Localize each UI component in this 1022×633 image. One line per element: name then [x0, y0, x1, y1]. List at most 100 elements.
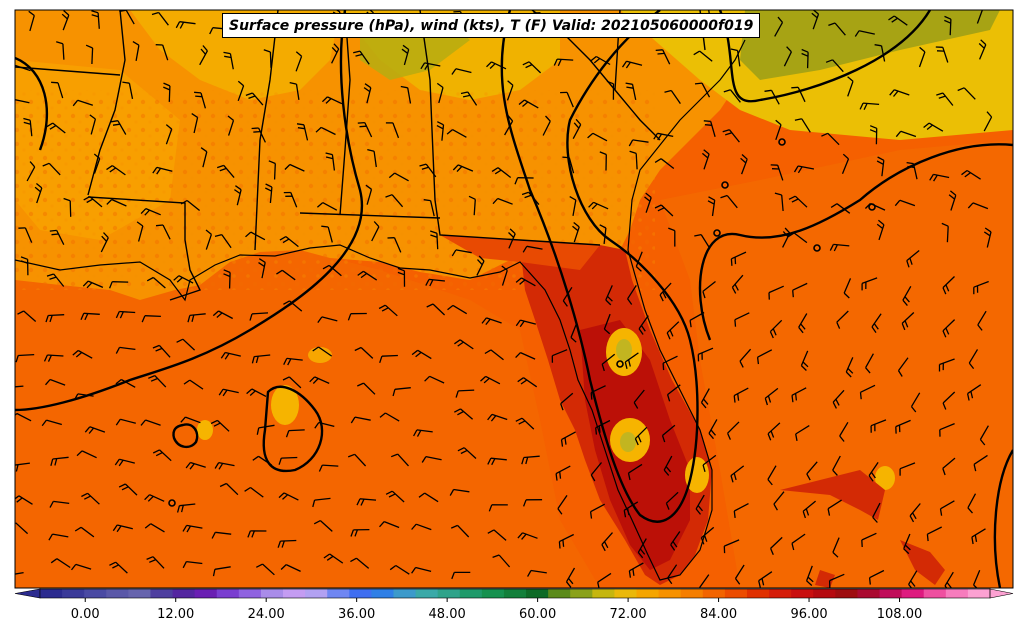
wind-barb-flag [637, 551, 644, 559]
wind-barb [491, 61, 507, 70]
wind-barb-flag [980, 39, 987, 46]
wind-barb [322, 202, 338, 211]
wind-barb-flag [183, 379, 191, 385]
wind-barb-flag [902, 299, 908, 307]
wind-barb-flag [176, 277, 183, 283]
wind-barb [258, 127, 266, 143]
wind-barb-flag [249, 390, 256, 396]
wind-barb [385, 412, 400, 422]
wind-barb-flag [791, 198, 799, 203]
wind-barb-flag [859, 392, 862, 400]
wind-barb [733, 503, 749, 512]
wind-barb-flag [590, 474, 596, 482]
colorbar-swatch [923, 589, 947, 598]
wind-barb [354, 416, 371, 421]
wind-barb-flag [390, 453, 398, 458]
wind-barb-flag [256, 427, 260, 435]
wind-barb [281, 456, 298, 459]
wind-barb-flag [923, 122, 930, 129]
wind-barb [214, 566, 231, 570]
wind-barb-flag [767, 479, 773, 486]
wind-barb-flag [946, 582, 952, 588]
colorbar-swatch [150, 589, 174, 598]
wind-barb-flag [457, 447, 465, 452]
wind-barb-flag [926, 124, 933, 131]
colorbar-tick-label: 48.00 [428, 607, 466, 622]
wind-barb-flag [843, 292, 850, 299]
wind-barb-flag [847, 367, 854, 374]
wind-barb [731, 251, 747, 260]
wind-barb [144, 315, 161, 318]
wind-barb [327, 226, 333, 243]
wind-barb-flag [389, 564, 397, 571]
wind-barb-flag [325, 156, 334, 160]
wind-barb-flag [802, 511, 807, 519]
wind-barb [757, 349, 773, 358]
wind-barb [53, 273, 65, 287]
wind-barb [182, 338, 196, 351]
wind-barb-flag [603, 541, 609, 549]
wind-barb [250, 231, 266, 241]
wind-barb-flag [347, 453, 355, 458]
wind-barb [635, 153, 638, 170]
wind-barb [463, 447, 477, 459]
wind-barb [24, 227, 33, 243]
wind-barb-flag [255, 356, 259, 364]
wind-barb-flag [603, 328, 611, 335]
wind-barb-flag [638, 328, 644, 335]
wind-barb-flag [734, 319, 737, 327]
wind-barb-flag [413, 429, 418, 437]
wind-barb-flag [205, 229, 212, 235]
wind-barb [87, 492, 100, 505]
wind-barb-flag [798, 326, 804, 334]
wind-barb-flag [836, 321, 841, 329]
wind-barb [734, 312, 750, 321]
wind-barb-flag [904, 320, 909, 328]
wind-barb-flag [202, 45, 208, 52]
colorbar-swatch [415, 589, 439, 598]
wind-barb-flag [487, 413, 493, 421]
wind-barb-flag [553, 58, 558, 66]
wind-barb-flag [628, 139, 634, 147]
wind-barb [117, 120, 127, 135]
wind-barb-flag [670, 544, 676, 551]
wind-barb-flag [657, 52, 665, 55]
wind-barb [561, 431, 576, 441]
wind-barb-flag [827, 508, 831, 516]
wind-barb-flag [986, 111, 993, 118]
wind-barb [590, 385, 606, 394]
colorbar-swatch [526, 589, 549, 598]
wind-barb [530, 569, 547, 574]
wind-barb [520, 319, 536, 325]
wind-barb-flag [214, 233, 222, 238]
wind-barb-flag [350, 557, 357, 563]
wind-barb [638, 315, 649, 330]
wind-barb-flag [155, 224, 164, 227]
wind-barb-flag [285, 430, 290, 438]
wind-barb-flag [313, 520, 321, 525]
wind-barb [939, 422, 955, 431]
wind-barb [199, 50, 208, 66]
wind-barb-flag [194, 91, 202, 94]
wind-barb-flag [86, 282, 93, 289]
colorbar-swatch [813, 589, 836, 598]
wind-barb [633, 389, 645, 403]
wind-barb [800, 350, 809, 366]
wind-barb-flag [700, 537, 705, 545]
wind-barb-flag [317, 316, 323, 323]
wind-barb-flag [941, 222, 949, 227]
wind-barb [662, 424, 676, 437]
wind-barb-flag [942, 402, 947, 410]
wind-barb-flag [263, 49, 271, 53]
wind-barb-flag [282, 376, 290, 381]
wind-barb-flag [877, 156, 885, 161]
wind-barb-flag [606, 80, 614, 85]
wind-barb-flag [437, 121, 444, 126]
wind-barb-flag [909, 257, 913, 265]
wind-barb [590, 462, 603, 476]
wind-barb [758, 571, 773, 582]
wind-barb [767, 465, 777, 480]
wind-barb [397, 453, 409, 467]
colorbar-tick-label: 36.00 [338, 607, 376, 622]
colorbar-swatch [658, 589, 682, 598]
